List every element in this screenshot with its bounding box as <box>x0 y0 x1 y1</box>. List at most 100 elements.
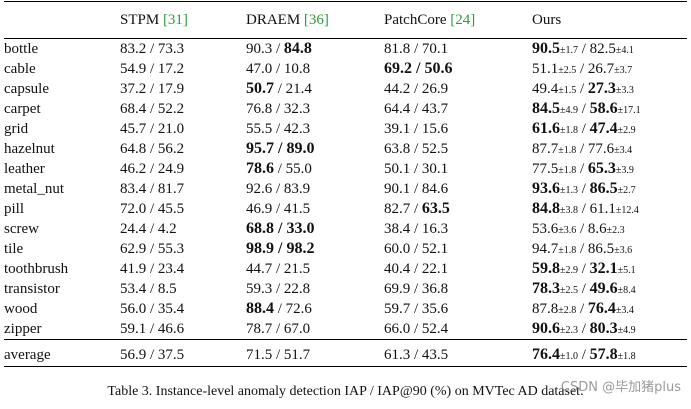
table-cell: 84.5±4.9 / 58.6±17.1 <box>532 99 687 119</box>
cell-value: / <box>576 81 588 97</box>
std-dev: ±1.3 <box>560 185 578 196</box>
cell-value: 69.9 / 36.8 <box>384 280 449 297</box>
cell-value: / 77.6 <box>576 140 615 157</box>
table-cell: 90.3 / 84.8 <box>246 39 384 60</box>
table-cell: 69.9 / 36.8 <box>384 279 532 299</box>
best-value: 84.8 <box>532 200 560 217</box>
cell-value: 72.0 / 45.5 <box>120 200 185 217</box>
average-row: average 56.9 / 37.5 71.5 / 51.7 61.3 / 43.5… <box>4 339 687 367</box>
std-dev: ±5.1 <box>617 265 636 276</box>
std-dev: ±1.8 <box>617 351 636 362</box>
cell-value: 66.0 / 52.4 <box>384 320 449 337</box>
cell-value: 59.1 / 46.6 <box>120 320 185 337</box>
std-dev: ±3.6 <box>614 244 633 256</box>
cell-value: 87.8 <box>532 301 559 317</box>
cell-value: / <box>578 101 590 117</box>
row-label: capsule <box>4 80 49 97</box>
cell-value: 76.8 / 32.3 <box>246 100 311 117</box>
row-label: tile <box>4 240 24 257</box>
table-row: pill 72.0 / 45.5 46.9 / 41.5 82.7 / 63.5 84.… <box>4 199 687 219</box>
cell-value: 87.7 <box>532 140 559 157</box>
column-header: STPM [31] <box>120 2 246 39</box>
best-value: 57.8 <box>589 346 618 363</box>
table-cell: 50.7 / 21.4 <box>246 79 384 99</box>
cell-value: / <box>578 321 590 337</box>
best-value: 76.4 <box>587 300 616 317</box>
best-value: 68.8 / 33.0 <box>246 220 315 237</box>
table-cell: 90.1 / 84.6 <box>384 179 532 199</box>
column-header <box>4 2 120 39</box>
table-cell: 59.8±2.9 / 32.1±5.1 <box>532 259 687 279</box>
table-cell: 38.4 / 16.3 <box>384 219 532 239</box>
table-row: capsule 37.2 / 17.9 50.7 / 21.4 44.2 / 26.9… <box>4 79 687 99</box>
table-row: carpet 68.4 / 52.2 76.8 / 32.3 64.4 / 43.7 8… <box>4 99 687 119</box>
cell-value: 64.8 / 56.2 <box>120 140 185 157</box>
cell-value: 61.3 / 43.5 <box>384 346 449 363</box>
row-label: wood <box>4 300 38 317</box>
row-label: carpet <box>4 100 41 117</box>
std-dev: ±1.5 <box>558 85 577 96</box>
table-row: toothbrush 41.9 / 23.4 44.7 / 21.5 40.4 / 2… <box>4 259 687 279</box>
table-cell: 78.6 / 55.0 <box>246 159 384 179</box>
cell-value: 78.7 / 67.0 <box>246 320 311 337</box>
std-dev: ±17.1 <box>617 105 641 116</box>
cell-value: / 72.6 <box>274 301 312 317</box>
cell-value: / <box>578 261 590 277</box>
table-cell: 90.6±2.3 / 80.3±4.9 <box>532 319 687 340</box>
table-cell: 84.8±3.8 / 61.1±12.4 <box>532 199 687 219</box>
table-cell: 47.0 / 10.8 <box>246 59 384 79</box>
table-row: hazelnut 64.8 / 56.2 95.7 / 89.0 63.8 / 52.… <box>4 139 687 159</box>
std-dev: ±8.4 <box>617 285 636 296</box>
table-cell: 76.4±1.0 / 57.8±1.8 <box>532 340 687 367</box>
watermark: CSDN @毕加猪plus <box>560 380 681 395</box>
table-caption: Table 3. Instance-level anomaly detectio… <box>107 384 584 399</box>
cell-value: 56.9 / 37.5 <box>120 346 185 363</box>
std-dev: ±1.7 <box>560 45 578 56</box>
table-cell: 69.2 / 50.6 <box>384 59 532 79</box>
std-dev: ±4.9 <box>560 105 578 116</box>
best-value: 65.3 <box>587 160 616 177</box>
best-value: 76.4 <box>532 346 560 363</box>
table-header: STPM [31] DRAEM [36] PatchCore [24] Ours <box>4 1 687 39</box>
cell-value: / 26.7 <box>576 60 615 77</box>
table-cell: 88.4 / 72.6 <box>246 299 384 319</box>
table-cell: 54.9 / 17.2 <box>120 59 246 79</box>
table-row: cable 54.9 / 17.2 47.0 / 10.8 69.2 / 50.6 51… <box>4 59 687 79</box>
best-value: 98.9 / 98.2 <box>246 240 315 257</box>
best-value: 50.7 <box>246 80 274 97</box>
table-cell: 78.3±2.5 / 49.6±8.4 <box>532 279 687 299</box>
table-cell: 64.8 / 56.2 <box>120 139 246 159</box>
cell-value: 56.0 / 35.4 <box>120 300 185 317</box>
best-value: 80.3 <box>589 320 618 337</box>
table-row: wood 56.0 / 35.4 88.4 / 72.6 59.7 / 35.6 87.… <box>4 299 687 319</box>
cell-value: 82.7 / <box>384 201 422 217</box>
table-row: bottle 83.2 / 73.3 90.3 / 84.8 81.8 / 70.1 9… <box>4 39 687 60</box>
std-dev: ±2.7 <box>617 185 636 196</box>
table-cell: 45.7 / 21.0 <box>120 119 246 139</box>
cell-value: 94.7 <box>532 240 559 257</box>
std-dev: ±3.6 <box>558 224 577 236</box>
cell-value: / <box>578 347 590 363</box>
table-footer: average 56.9 / 37.5 71.5 / 51.7 61.3 / 43.5… <box>4 339 687 367</box>
table-cell: 77.5±1.8 / 65.3±3.9 <box>532 159 687 179</box>
table-cell: 87.8±2.8 / 76.4±3.4 <box>532 299 687 319</box>
table-cell: 64.4 / 43.7 <box>384 99 532 119</box>
column-header: PatchCore [24] <box>384 2 532 39</box>
table-cell: 71.5 / 51.7 <box>246 340 384 367</box>
cell-value: / 55.0 <box>274 161 312 177</box>
table-cell: 98.9 / 98.2 <box>246 239 384 259</box>
std-dev: ±3.8 <box>560 205 578 216</box>
std-dev: ±1.8 <box>558 165 577 176</box>
cell-value: 41.9 / 23.4 <box>120 260 185 277</box>
row-label: transistor <box>4 280 60 297</box>
table-cell: 78.7 / 67.0 <box>246 319 384 340</box>
std-dev: ±1.8 <box>560 125 578 136</box>
cell-value: / 82.5 <box>578 41 616 57</box>
table-cell: 24.4 / 4.2 <box>120 219 246 239</box>
table-row: metal_nut 83.4 / 81.7 92.6 / 83.9 90.1 / 84… <box>4 179 687 199</box>
table-cell: 50.1 / 30.1 <box>384 159 532 179</box>
table-body: bottle 83.2 / 73.3 90.3 / 84.8 81.8 / 70.1 9… <box>4 39 687 340</box>
cell-value: / <box>578 121 590 137</box>
std-dev: ±2.3 <box>606 224 625 236</box>
table-cell: 87.7±1.8 / 77.6±3.4 <box>532 139 687 159</box>
